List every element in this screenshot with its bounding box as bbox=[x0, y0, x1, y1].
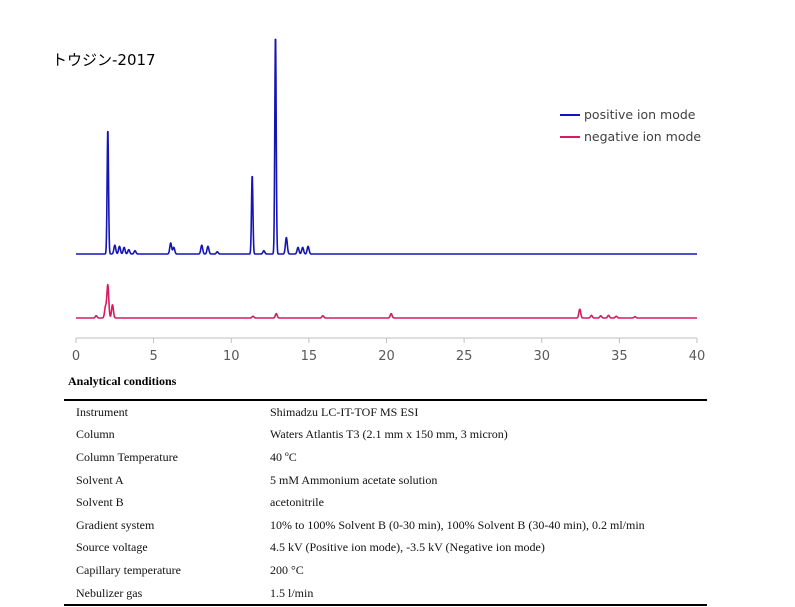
condition-value: 4.5 kV (Positive ion mode), -3.5 kV (Neg… bbox=[270, 540, 545, 555]
condition-label: Column Temperature bbox=[76, 449, 178, 464]
series-line-negative bbox=[75, 283, 698, 319]
condition-row: Nebulizer gas 1.5 l/min bbox=[64, 582, 707, 606]
condition-row: Solvent B acetonitrile bbox=[64, 491, 707, 514]
condition-value: 10% to 100% Solvent B (0-30 min), 100% S… bbox=[270, 517, 645, 532]
condition-label: Column bbox=[76, 427, 115, 442]
chromatogram-traces bbox=[75, 38, 698, 319]
condition-row: Source voltage 4.5 kV (Positive ion mode)… bbox=[64, 537, 707, 560]
legend: positive ion mode negative ion mode bbox=[560, 107, 701, 144]
x-tick-label: 15 bbox=[301, 349, 318, 364]
x-tick-label: 25 bbox=[456, 349, 473, 364]
condition-value: 40 ºC bbox=[270, 449, 297, 464]
x-axis: 0 5 10 15 20 25 30 35 40 bbox=[72, 337, 706, 364]
condition-label: Solvent B bbox=[76, 495, 124, 510]
condition-value: Waters Atlantis T3 (2.1 mm x 150 mm, 3 m… bbox=[270, 427, 508, 442]
x-tick-label: 5 bbox=[149, 349, 157, 364]
condition-label: Nebulizer gas bbox=[76, 585, 143, 600]
x-tick-label: 30 bbox=[533, 349, 550, 364]
condition-row: Column Waters Atlantis T3 (2.1 mm x 150 m… bbox=[64, 424, 707, 447]
x-tick-label: 35 bbox=[611, 349, 628, 364]
x-tick-label: 0 bbox=[72, 349, 80, 364]
x-tick-label: 10 bbox=[223, 349, 240, 364]
condition-label: Capillary temperature bbox=[76, 562, 181, 577]
condition-label: Solvent A bbox=[76, 472, 124, 487]
condition-value: 5 mM Ammonium acetate solution bbox=[270, 472, 438, 487]
condition-label: Source voltage bbox=[76, 540, 148, 555]
series-line-positive bbox=[75, 38, 698, 255]
x-tick-label: 20 bbox=[378, 349, 395, 364]
condition-row: Instrument Shimadzu LC-IT-TOF MS ESI bbox=[64, 400, 707, 424]
analytical-conditions-table: Instrument Shimadzu LC-IT-TOF MS ESI Colum… bbox=[64, 399, 707, 607]
condition-row: Column Temperature 40 ºC bbox=[64, 446, 707, 469]
condition-row: Capillary temperature 200 °C bbox=[64, 559, 707, 582]
legend-label: negative ion mode bbox=[584, 129, 701, 144]
condition-label: Gradient system bbox=[76, 517, 155, 532]
x-tick-label: 40 bbox=[689, 349, 706, 364]
chromatogram-chart: トウジン-2017 positive ion mode negative ion … bbox=[52, 38, 706, 364]
analytical-conditions-title: Analytical conditions bbox=[68, 374, 177, 388]
condition-value: acetonitrile bbox=[270, 495, 324, 510]
condition-row: Gradient system 10% to 100% Solvent B (0-… bbox=[64, 514, 707, 537]
condition-value: 1.5 l/min bbox=[270, 585, 314, 600]
condition-row: Solvent A 5 mM Ammonium acetate solution bbox=[64, 469, 707, 492]
condition-value: Shimadzu LC-IT-TOF MS ESI bbox=[270, 404, 419, 419]
legend-label: positive ion mode bbox=[584, 107, 696, 122]
condition-label: Instrument bbox=[76, 404, 128, 419]
condition-value: 200 °C bbox=[270, 562, 304, 577]
chart-title: トウジン-2017 bbox=[52, 51, 156, 69]
